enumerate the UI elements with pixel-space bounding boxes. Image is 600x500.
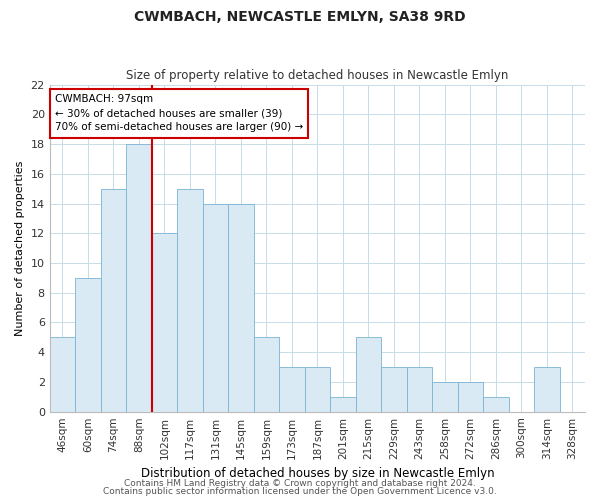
Bar [254, 338, 279, 411]
Bar [407, 367, 432, 412]
Bar [458, 382, 483, 412]
Bar [228, 204, 254, 412]
Y-axis label: Number of detached properties: Number of detached properties [15, 160, 25, 336]
Bar [305, 367, 330, 412]
Bar [126, 144, 152, 411]
Bar [534, 367, 560, 412]
Bar [152, 233, 177, 412]
Bar [203, 204, 228, 412]
Text: CWMBACH: 97sqm
← 30% of detached houses are smaller (39)
70% of semi-detached ho: CWMBACH: 97sqm ← 30% of detached houses … [55, 94, 303, 132]
Bar [177, 188, 203, 412]
Bar [330, 397, 356, 411]
Bar [381, 367, 407, 412]
X-axis label: Distribution of detached houses by size in Newcastle Emlyn: Distribution of detached houses by size … [140, 467, 494, 480]
Bar [356, 338, 381, 411]
Bar [101, 188, 126, 412]
Title: Size of property relative to detached houses in Newcastle Emlyn: Size of property relative to detached ho… [126, 69, 509, 82]
Text: Contains HM Land Registry data © Crown copyright and database right 2024.: Contains HM Land Registry data © Crown c… [124, 478, 476, 488]
Bar [50, 338, 75, 411]
Text: Contains public sector information licensed under the Open Government Licence v3: Contains public sector information licen… [103, 487, 497, 496]
Bar [432, 382, 458, 412]
Bar [483, 397, 509, 411]
Bar [75, 278, 101, 411]
Text: CWMBACH, NEWCASTLE EMLYN, SA38 9RD: CWMBACH, NEWCASTLE EMLYN, SA38 9RD [134, 10, 466, 24]
Bar [279, 367, 305, 412]
